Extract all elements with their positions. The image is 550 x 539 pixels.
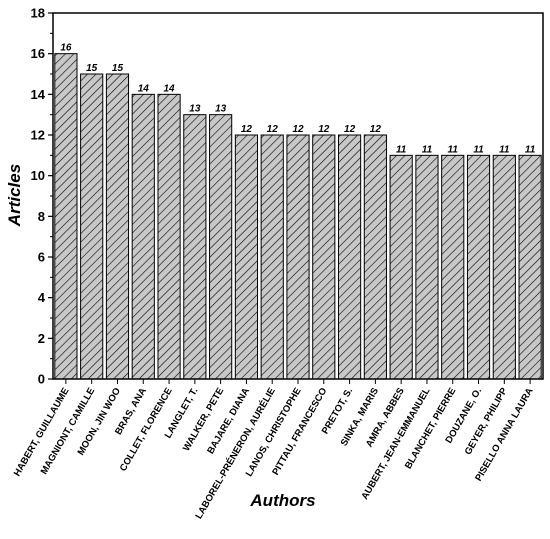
data-label: 11: [448, 144, 459, 155]
bar: [518, 154, 542, 380]
bar: [363, 134, 387, 380]
y-tick-label: 10: [31, 168, 45, 183]
data-label: 12: [292, 124, 304, 135]
data-label: 11: [525, 144, 536, 155]
bar: [389, 154, 413, 380]
data-label: 14: [163, 83, 175, 94]
data-label: 12: [267, 124, 279, 135]
bar: [131, 93, 155, 380]
bar: [441, 154, 465, 380]
data-label: 12: [370, 124, 382, 135]
y-tick-label: 8: [38, 209, 45, 224]
y-tick-label: 14: [31, 87, 46, 102]
bars-layer: [54, 53, 542, 380]
data-label: 13: [189, 104, 201, 115]
x-axis-title: Authors: [249, 491, 315, 510]
y-tick-label: 16: [31, 46, 45, 61]
bar: [415, 154, 439, 380]
bar: [105, 73, 130, 380]
y-tick-label: 0: [38, 372, 45, 387]
data-label: 12: [344, 124, 356, 135]
bar: [80, 73, 104, 380]
data-label: 11: [473, 144, 484, 155]
bar: [54, 53, 78, 380]
data-label: 11: [422, 144, 433, 155]
bar: [157, 93, 181, 380]
y-tick-label: 2: [38, 331, 45, 346]
y-tick-label: 4: [38, 290, 46, 305]
bar: [492, 154, 516, 380]
data-label: 14: [138, 83, 150, 94]
bar: [466, 154, 491, 380]
bar: [312, 134, 336, 380]
y-tick-labels-layer: 0 2 4 6 8 10 12 14 16 18: [31, 6, 46, 387]
data-label: 12: [318, 124, 330, 135]
y-axis-title: Articles: [5, 164, 24, 227]
bar: [337, 134, 362, 380]
data-label: 11: [396, 144, 407, 155]
data-label: 11: [499, 144, 510, 155]
bar: [286, 134, 310, 380]
axes-layer: [48, 12, 544, 384]
bar: [183, 114, 207, 380]
data-label: 15: [86, 63, 98, 74]
y-tick-label: 12: [31, 128, 45, 143]
y-tick-label: 18: [31, 6, 45, 21]
bar: [260, 134, 284, 380]
data-label: 12: [241, 124, 253, 135]
data-label: 13: [215, 104, 227, 115]
bar: [234, 134, 259, 380]
y-tick-label: 6: [38, 250, 45, 265]
data-label: 16: [60, 43, 72, 54]
bar: [209, 114, 233, 380]
data-label: 15: [112, 63, 124, 74]
data-labels-layer: 16 15 15 14 14 13 13 12 12 12 12 12 12 11 11 11 11 11 11: [60, 43, 535, 156]
